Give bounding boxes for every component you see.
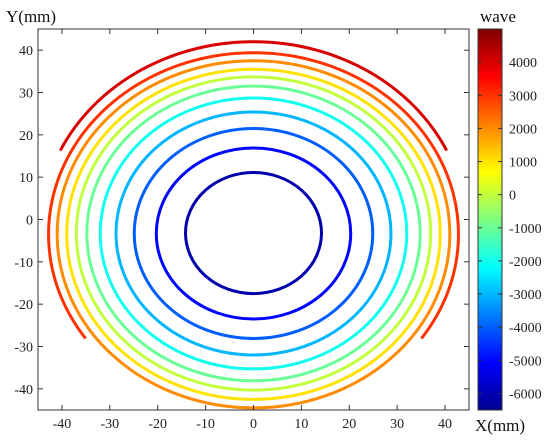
contour-line: [114, 110, 393, 357]
x-tick-label: -20: [148, 417, 167, 432]
x-tick-label: 20: [342, 417, 356, 432]
x-tick-label: -40: [53, 417, 72, 432]
y-tick-label: 40: [19, 44, 33, 59]
colorbar-ticks: 4000 3000 2000 1000 0 -1000 -2000 -3000 -4000 -50…: [478, 56, 542, 402]
colorbar-tick-label: -2000: [509, 255, 542, 270]
contour-line: [98, 96, 409, 371]
colorbar-tick-label: 1000: [509, 156, 537, 171]
contour-line: [154, 146, 353, 321]
colorbar: [477, 28, 503, 411]
y-tick-label: 10: [19, 171, 33, 186]
colorbar-tick-label: -4000: [509, 321, 542, 336]
x-tick-label: 10: [294, 417, 308, 432]
contour-lines: [47, 40, 460, 410]
x-tick-label: -30: [100, 417, 119, 432]
x-tick-label: 0: [250, 417, 257, 432]
contour-line: [183, 171, 324, 296]
y-tick-label: 20: [19, 129, 33, 144]
x-axis-title: X(mm): [475, 416, 525, 435]
colorbar-tick-label: 0: [509, 189, 516, 204]
colorbar-title: wave: [480, 7, 516, 26]
y-tick-label: -20: [14, 298, 33, 313]
colorbar-tick-label: 3000: [509, 89, 537, 104]
y-tick-label: -30: [14, 341, 33, 356]
y-tick-label: 0: [26, 214, 33, 229]
colorbar-tick-label: -3000: [509, 288, 542, 303]
colorbar-tick-label: 2000: [509, 122, 537, 137]
contour-line: [74, 75, 433, 392]
contour-line: [65, 67, 442, 401]
colorbar-tick-label: 4000: [509, 56, 537, 71]
colorbar-tick-label: -6000: [509, 387, 542, 402]
contour-line: [85, 84, 422, 383]
contour-line: [132, 126, 375, 340]
colorbar-tick-label: -1000: [509, 222, 542, 237]
contour-line: [59, 40, 448, 152]
y-tick-label: -40: [14, 383, 33, 398]
contour-line: [47, 51, 460, 340]
y-axis-title: Y(mm): [6, 7, 56, 26]
x-tick-label: -10: [196, 417, 215, 432]
colorbar-tick-label: -5000: [509, 354, 542, 369]
y-axis: 40 30 20 10 0 -10 -20 -30 -40: [14, 44, 469, 398]
y-tick-label: -10: [14, 256, 33, 271]
x-axis: -40 -30 -20 -10 0 10 20 30 40: [53, 29, 452, 432]
x-tick-label: 30: [390, 417, 404, 432]
x-tick-label: 40: [438, 417, 452, 432]
y-tick-label: 30: [19, 87, 33, 102]
